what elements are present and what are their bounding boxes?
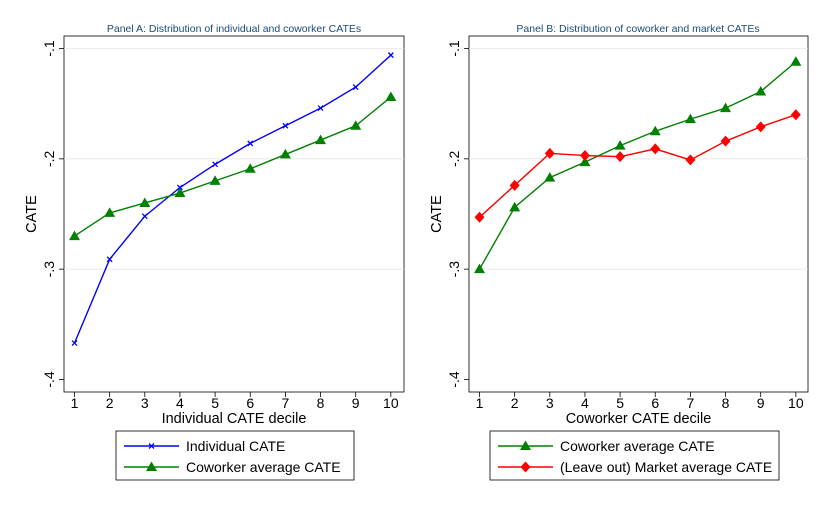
data-point — [509, 179, 520, 191]
data-point — [247, 140, 254, 147]
y-tick-label: -.3 — [446, 261, 462, 278]
x-tick-label: 1 — [476, 395, 484, 411]
data-point — [474, 211, 485, 223]
data-point — [317, 105, 324, 112]
x-tick-label: 6 — [651, 395, 659, 411]
data-point — [509, 201, 521, 212]
y-tick-label: -.1 — [446, 40, 462, 57]
legend-swatch-marker — [520, 440, 531, 450]
x-tick-label: 5 — [616, 395, 624, 411]
data-point — [174, 187, 186, 198]
y-tick-label: -.2 — [446, 150, 462, 167]
data-point — [315, 134, 327, 145]
data-point — [684, 113, 696, 124]
data-point — [69, 230, 80, 241]
x-tick-label: 10 — [788, 395, 804, 411]
data-point — [790, 109, 801, 121]
x-tick-label: 2 — [106, 395, 114, 411]
data-point — [71, 340, 78, 347]
data-point — [212, 161, 219, 168]
data-point — [282, 122, 289, 129]
y-tick-label: -.1 — [41, 40, 57, 57]
data-point — [685, 154, 696, 166]
x-tick-label: 7 — [282, 395, 290, 411]
legend-swatch-marker — [520, 461, 531, 473]
x-axis-label: Individual CATE decile — [162, 411, 307, 427]
series-line — [478, 61, 797, 270]
x-tick-label: 4 — [176, 395, 184, 411]
data-point — [244, 163, 256, 173]
data-point — [579, 150, 590, 162]
x-tick-label: 8 — [317, 395, 325, 411]
data-point — [106, 256, 113, 263]
series-1 — [71, 52, 394, 347]
y-axis-label: CATE — [429, 195, 445, 233]
data-point — [352, 84, 359, 91]
series-1 — [474, 56, 802, 274]
x-tick-label: 3 — [546, 395, 554, 411]
data-point — [790, 56, 802, 66]
x-tick-label: 5 — [211, 395, 219, 411]
data-point — [649, 125, 661, 136]
data-point — [720, 135, 731, 147]
chart-title: Panel B: Distribution of coworker and ma… — [516, 23, 759, 35]
data-point — [139, 197, 151, 207]
data-point — [615, 151, 626, 163]
data-point — [387, 52, 394, 59]
panel-a: Panel A: Distribution of individual and … — [24, 23, 405, 481]
data-point — [385, 91, 397, 102]
data-point — [755, 121, 766, 133]
data-point — [544, 147, 555, 159]
plot-frame — [468, 35, 809, 393]
data-point — [720, 102, 732, 113]
data-point — [104, 207, 116, 217]
x-tick-label: 8 — [722, 395, 730, 411]
series-line — [74, 96, 392, 237]
panel-b: Panel B: Distribution of coworker and ma… — [429, 23, 809, 481]
y-axis-label: CATE — [24, 195, 40, 233]
x-tick-label: 6 — [246, 395, 254, 411]
data-point — [176, 184, 183, 191]
legend-label: Coworker average CATE — [560, 438, 715, 454]
legend-swatch-marker — [148, 443, 155, 449]
x-tick-label: 7 — [687, 395, 695, 411]
data-point — [209, 175, 221, 185]
data-point — [474, 263, 485, 274]
x-tick-label: 3 — [141, 395, 149, 411]
x-tick-label: 10 — [383, 395, 399, 411]
plot-frame — [63, 35, 405, 393]
series-2 — [474, 109, 801, 223]
series-line — [73, 54, 392, 344]
x-tick-label: 9 — [352, 395, 360, 411]
y-tick-label: -.3 — [41, 261, 57, 278]
legend-swatch-marker — [146, 461, 157, 471]
data-point — [755, 86, 767, 96]
x-tick-label: 4 — [581, 395, 589, 411]
legend-label: (Leave out) Market average CATE — [560, 459, 772, 475]
x-tick-label: 2 — [511, 395, 519, 411]
data-point — [614, 140, 626, 150]
data-point — [141, 213, 148, 220]
legend-box — [489, 430, 780, 481]
series-line — [479, 114, 797, 218]
y-tick-label: -.2 — [41, 150, 57, 167]
data-point — [579, 156, 591, 167]
data-point — [544, 172, 556, 182]
chart-title: Panel A: Distribution of individual and … — [107, 23, 361, 35]
data-point — [650, 143, 661, 155]
legend-box — [115, 430, 355, 481]
legend-label: Coworker average CATE — [186, 459, 341, 475]
y-tick-label: -.4 — [41, 371, 57, 388]
legend-label: Individual CATE — [186, 438, 285, 454]
series-2 — [69, 91, 397, 241]
x-tick-label: 9 — [757, 395, 765, 411]
legend: Coworker average CATE (Leave out) Market … — [489, 430, 780, 481]
x-tick-label: 1 — [71, 395, 79, 411]
legend: Individual CATE Coworker average CATE — [115, 430, 355, 481]
y-tick-label: -.4 — [446, 371, 462, 388]
data-point — [279, 148, 291, 159]
x-axis-label: Coworker CATE decile — [566, 411, 712, 427]
data-point — [350, 120, 362, 130]
